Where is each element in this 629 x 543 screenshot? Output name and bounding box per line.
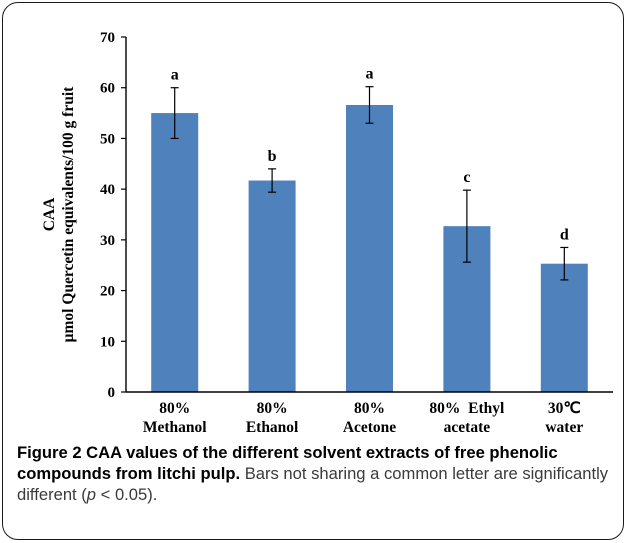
category-label: water (545, 419, 583, 436)
y-tick-label: 70 (100, 30, 115, 46)
bar (346, 104, 393, 392)
category-label: Ethanol (246, 419, 299, 436)
bars (151, 104, 588, 393)
figure-caption: Figure 2 CAA values of the different sol… (17, 442, 615, 505)
category-label: Acetone (343, 419, 396, 436)
x-axis-categories: 80% Methanol 80% Ethanol 80% Acetone 80% Ethyl… (143, 400, 584, 436)
y-tick-label: 40 (100, 182, 115, 198)
bar (540, 263, 588, 392)
significance-letter: c (463, 169, 470, 186)
y-tick-label: 20 (100, 284, 115, 300)
figure-frame (2, 2, 624, 540)
category-label: acetate (444, 419, 491, 436)
category-label: 80% (354, 400, 385, 417)
caption-text-end: < 0.05). (96, 485, 158, 504)
category-label: Methanol (143, 419, 207, 436)
bar (151, 113, 199, 393)
y-tick-label: 60 (100, 81, 115, 97)
y-tick-label: 30 (100, 233, 115, 249)
caption-title: Figure 2 CAA values of the different sol… (17, 443, 558, 483)
bar (248, 180, 296, 392)
category-label: 80% Ethyl (429, 400, 505, 417)
significance-letters: a b a c d (171, 66, 569, 244)
axes (125, 37, 613, 393)
significance-letter: b (268, 148, 277, 165)
error-bars (170, 86, 569, 281)
significance-letter: d (560, 226, 569, 243)
y-axis-label-line: CAA (41, 197, 58, 231)
y-axis-label-line: μmol Quercetin equivalents/100 g fruit (60, 86, 77, 342)
category-label: 80% (257, 400, 288, 417)
significance-letter: a (171, 67, 179, 84)
caption-text: Bars not sharing a common letter are sig… (17, 464, 609, 504)
y-axis-ticks: 0 10 20 30 40 50 60 70 (100, 30, 126, 401)
significance-letter: a (366, 66, 374, 83)
y-tick-label: 10 (100, 334, 115, 350)
y-tick-label: 50 (100, 131, 115, 147)
caption-p-symbol: p (86, 485, 97, 504)
category-label: 30℃ (548, 400, 582, 417)
category-label: 80% (159, 400, 190, 417)
y-axis-label: CAA μmol Quercetin equivalents/100 g frui… (41, 86, 77, 342)
y-tick-label: 0 (108, 385, 116, 401)
